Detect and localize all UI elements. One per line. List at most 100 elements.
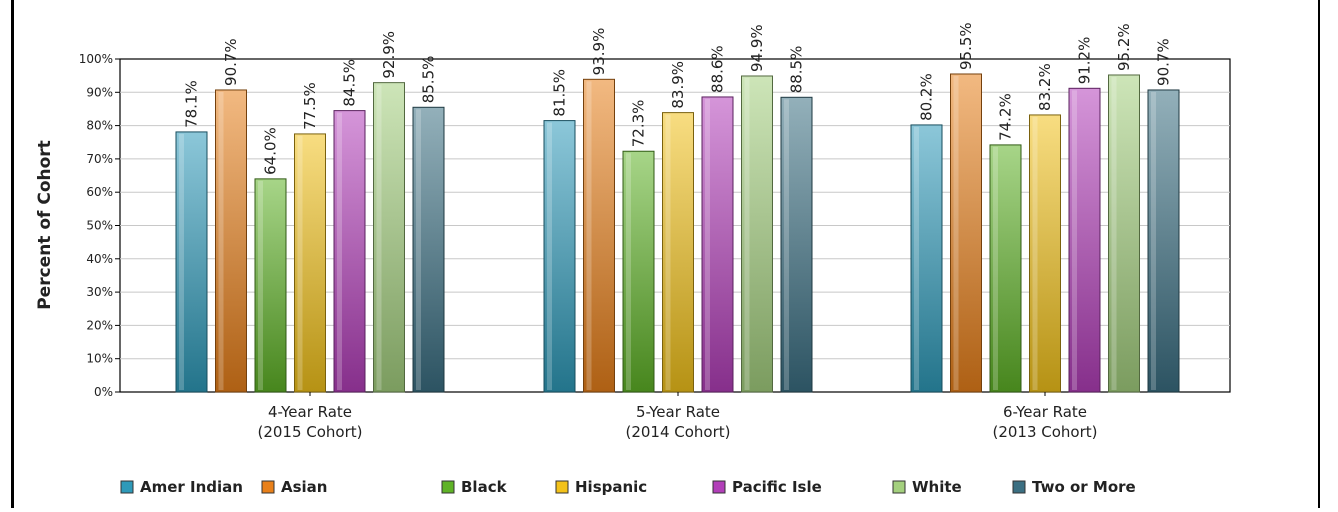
- data-label: 91.2%: [1076, 37, 1094, 85]
- left-border-line: [11, 0, 14, 508]
- bar-highlight: [258, 180, 263, 390]
- bar: [950, 73, 982, 393]
- bar-highlight: [376, 84, 382, 390]
- legend-swatch: [120, 480, 134, 494]
- bar: [215, 89, 247, 393]
- data-label: 85.5%: [420, 56, 438, 104]
- x-category-label: 6-Year Rate: [1003, 403, 1087, 421]
- legend-label: White: [912, 478, 962, 496]
- x-category-label: (2014 Cohort): [625, 423, 730, 441]
- y-tick-label: 80%: [86, 119, 113, 133]
- bar-highlight: [586, 81, 592, 391]
- bar-highlight: [953, 75, 959, 391]
- data-label: 83.9%: [669, 61, 687, 109]
- bar: [780, 96, 813, 393]
- data-label: 93.9%: [590, 28, 608, 76]
- x-category-label: (2015 Cohort): [257, 423, 362, 441]
- legend-label: Black: [461, 478, 508, 496]
- data-label: 95.2%: [1115, 23, 1133, 71]
- bar: [543, 120, 576, 393]
- bar: [989, 144, 1022, 393]
- data-label: 74.2%: [997, 93, 1015, 141]
- bar: [1108, 74, 1140, 393]
- data-label: 84.5%: [341, 59, 359, 107]
- data-label: 77.5%: [301, 82, 319, 130]
- data-label: 78.1%: [183, 80, 201, 128]
- bar-highlight: [665, 114, 671, 390]
- legend-label: Amer Indian: [140, 478, 243, 496]
- bar-highlight: [626, 153, 631, 390]
- legend-swatch: [1012, 480, 1026, 494]
- bar: [254, 178, 287, 393]
- bar: [622, 150, 655, 393]
- bar-highlight: [914, 126, 919, 391]
- y-tick-label: 40%: [86, 252, 113, 266]
- data-label: 88.5%: [788, 46, 806, 94]
- legend-label: Asian: [281, 478, 327, 496]
- legend-label: Pacific Isle: [732, 478, 822, 496]
- data-label: 64.0%: [262, 127, 280, 175]
- bar: [373, 82, 405, 393]
- bar: [1147, 89, 1180, 393]
- y-tick-label: 90%: [86, 85, 113, 99]
- data-label: 88.6%: [709, 45, 727, 93]
- bar: [1068, 87, 1101, 393]
- legend-label: Two or More: [1032, 478, 1136, 496]
- legend-swatch: [712, 480, 726, 494]
- data-label: 90.7%: [222, 38, 240, 86]
- x-category-label: 5-Year Rate: [636, 403, 720, 421]
- data-labels: 78.1% 81.5% 80.2% 90.7% 93.9% 95.5% 64.0% 72.3%…: [183, 22, 1173, 175]
- data-label: 95.5%: [957, 22, 975, 70]
- data-label: 83.2%: [1036, 63, 1054, 111]
- bar-highlight: [993, 146, 998, 390]
- bar-highlight: [547, 122, 552, 390]
- bar: [294, 133, 326, 393]
- legend-swatch: [892, 480, 906, 494]
- data-label: 80.2%: [918, 73, 936, 121]
- x-category-label: (2013 Cohort): [992, 423, 1097, 441]
- legend-label: Hispanic: [575, 478, 647, 496]
- y-tick-label: 10%: [86, 352, 113, 366]
- y-tick-label: 0%: [94, 385, 113, 399]
- bar-highlight: [1111, 76, 1117, 390]
- y-tick-label: 60%: [86, 185, 113, 199]
- legend-swatch: [261, 480, 275, 494]
- bar-highlight: [1072, 90, 1077, 390]
- y-tick-label: 30%: [86, 285, 113, 299]
- bar-highlight: [297, 135, 303, 390]
- y-axis-label: Percent of Cohort: [35, 140, 55, 310]
- x-category-label: 4-Year Rate: [268, 403, 352, 421]
- bar: [583, 78, 615, 393]
- y-tick-label: 70%: [86, 152, 113, 166]
- data-label: 94.9%: [748, 24, 766, 72]
- data-label: 92.9%: [380, 31, 398, 79]
- bar-highlight: [416, 109, 421, 390]
- legend: Amer Indian Asian Black Hispanic Pacific Isl…: [120, 478, 1136, 496]
- bar-highlight: [1032, 116, 1038, 390]
- bar: [741, 75, 773, 393]
- data-label: 90.7%: [1155, 38, 1173, 86]
- bar-highlight: [1151, 91, 1156, 391]
- bar-highlight: [744, 77, 750, 390]
- bars: [175, 73, 1180, 393]
- data-label: 72.3%: [630, 100, 648, 148]
- bar: [412, 106, 445, 393]
- bar-highlight: [705, 98, 710, 390]
- bar: [701, 96, 734, 393]
- y-tick-label: 100%: [79, 52, 113, 66]
- data-label: 81.5%: [551, 69, 569, 117]
- bar-highlight: [784, 99, 789, 391]
- bar: [1029, 114, 1061, 393]
- y-tick-label: 50%: [86, 219, 113, 233]
- bar-highlight: [179, 133, 184, 390]
- bar-highlight: [337, 112, 342, 391]
- bar: [175, 131, 208, 393]
- y-tick-label: 20%: [86, 318, 113, 332]
- bar: [910, 124, 943, 393]
- legend-swatch: [555, 480, 569, 494]
- axes: 0% 10% 20% 30% 40% 50% 60% 70% 80% 90% 100% 4-Year …: [79, 52, 1098, 441]
- legend-swatch: [441, 480, 455, 494]
- bar: [333, 110, 366, 393]
